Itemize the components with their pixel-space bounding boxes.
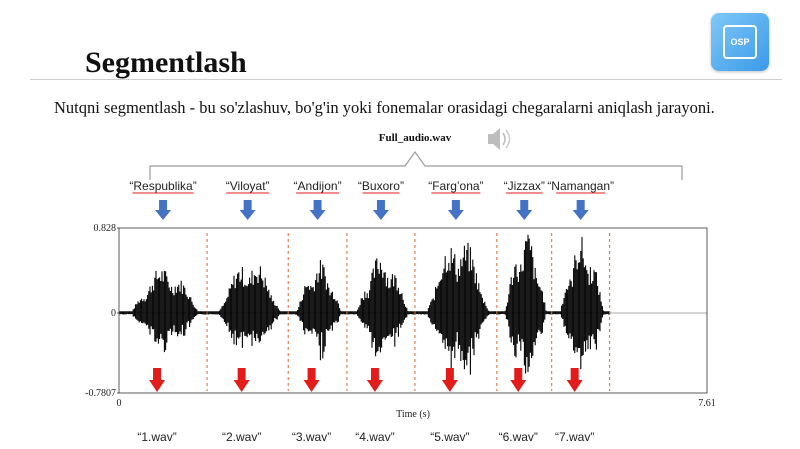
word-label: “Farg’ona” — [428, 179, 483, 193]
output-file-label: “3.wav” — [292, 430, 331, 444]
split-arrow-icon — [149, 368, 166, 392]
title-divider — [30, 79, 782, 80]
down-arrow-icon — [572, 200, 589, 220]
output-file-label: “7.wav” — [555, 430, 594, 444]
word-label: “Andijon” — [294, 179, 342, 193]
logo-text: OSP — [730, 37, 750, 47]
bracket — [149, 150, 683, 180]
x-tick-label: 0 — [117, 398, 122, 409]
down-arrow-icon — [447, 200, 464, 220]
word-label: “Buxoro” — [358, 179, 404, 193]
x-axis-label: Time (s) — [396, 409, 430, 420]
y-tick-label: 0.828 — [94, 223, 117, 234]
down-arrow-icon — [239, 200, 256, 220]
waveform — [119, 234, 611, 375]
output-file-label: “1.wav” — [137, 430, 176, 444]
word-label: “Respublika” — [129, 179, 196, 193]
down-arrow-icon — [372, 200, 389, 220]
waveform-path — [119, 234, 611, 375]
y-tick-label: -0.7807 — [85, 388, 116, 399]
split-arrow-icon — [441, 368, 458, 392]
split-arrow-icon — [303, 368, 320, 392]
down-arrow-icon — [516, 200, 533, 220]
split-arrow-icon — [233, 368, 250, 392]
slide-title: Segmentlash — [85, 46, 247, 79]
down-arrow-icon — [309, 200, 326, 220]
word-label: “Jizzax” — [504, 179, 545, 193]
x-tick-label: 7.61 — [698, 398, 716, 409]
logo: OSP — [711, 13, 769, 71]
word-label: “Viloyat” — [226, 179, 270, 193]
definition-paragraph: Nutqni segmentlash - bu so'zlashuv, bo'g… — [54, 98, 715, 117]
y-tick-label: 0 — [111, 308, 116, 319]
plot-frame — [118, 227, 708, 394]
output-file-label: “4.wav” — [355, 430, 394, 444]
chip-icon: OSP — [723, 25, 757, 59]
split-arrow-icon — [366, 368, 383, 392]
output-file-label: “5.wav” — [430, 430, 469, 444]
output-file-label: “2.wav” — [222, 430, 261, 444]
speaker-icon[interactable] — [488, 128, 511, 150]
file-label: Full_audio.wav — [379, 132, 452, 144]
split-arrow-icon — [566, 368, 583, 392]
word-label: “Namangan” — [547, 179, 614, 193]
output-file-label: “6.wav” — [499, 430, 538, 444]
down-arrow-icon — [155, 200, 172, 220]
split-arrow-icon — [510, 368, 527, 392]
